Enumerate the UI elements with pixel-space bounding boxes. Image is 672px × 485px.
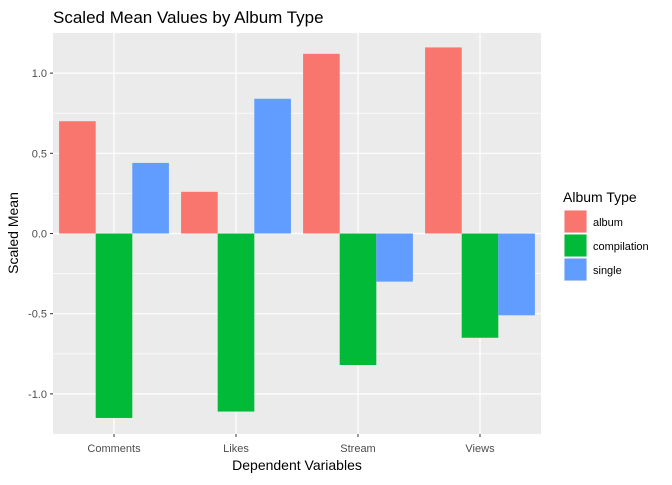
x-tick-label: Views bbox=[465, 443, 495, 455]
bar-single-views bbox=[498, 233, 535, 316]
bar-compilation-views bbox=[461, 233, 499, 338]
bars bbox=[59, 47, 535, 418]
y-tick-label: -0.5 bbox=[28, 309, 47, 321]
bar-compilation-likes bbox=[217, 233, 255, 412]
y-tick-label: -1.0 bbox=[28, 389, 47, 401]
legend-swatch-album bbox=[564, 210, 587, 233]
legend-items: album compilation single bbox=[564, 210, 649, 281]
legend: Album Type album compilation single bbox=[563, 189, 649, 281]
bar-album-stream bbox=[303, 53, 340, 234]
bar-single-stream bbox=[376, 233, 413, 282]
y-axis-ticks: -1.0 -0.5 0.0 0.5 1.0 bbox=[28, 68, 53, 401]
legend-title: Album Type bbox=[563, 189, 637, 205]
bar-album-views bbox=[425, 47, 462, 234]
bar-single-comments bbox=[132, 162, 169, 234]
bar-album-likes bbox=[181, 191, 218, 234]
y-tick-label: 0.0 bbox=[32, 229, 47, 241]
y-axis-label: Scaled Mean bbox=[5, 192, 21, 274]
x-axis-ticks: Comments Likes Stream Views bbox=[87, 434, 495, 455]
legend-label-album: album bbox=[593, 217, 623, 229]
x-tick-label: Stream bbox=[340, 443, 375, 455]
legend-swatch-compilation bbox=[564, 234, 587, 257]
x-axis-label: Dependent Variables bbox=[232, 457, 362, 473]
chart-title: Scaled Mean Values by Album Type bbox=[53, 8, 324, 27]
bar-compilation-comments bbox=[95, 233, 133, 418]
bar-single-likes bbox=[254, 98, 291, 234]
bar-album-comments bbox=[59, 121, 96, 234]
y-tick-label: 0.5 bbox=[32, 148, 47, 160]
legend-swatch-single bbox=[564, 258, 587, 281]
legend-label-single: single bbox=[593, 265, 622, 277]
bar-compilation-stream bbox=[339, 233, 377, 366]
y-tick-label: 1.0 bbox=[32, 68, 47, 80]
x-tick-label: Comments bbox=[87, 443, 141, 455]
legend-label-compilation: compilation bbox=[593, 241, 649, 253]
x-tick-label: Likes bbox=[223, 443, 249, 455]
